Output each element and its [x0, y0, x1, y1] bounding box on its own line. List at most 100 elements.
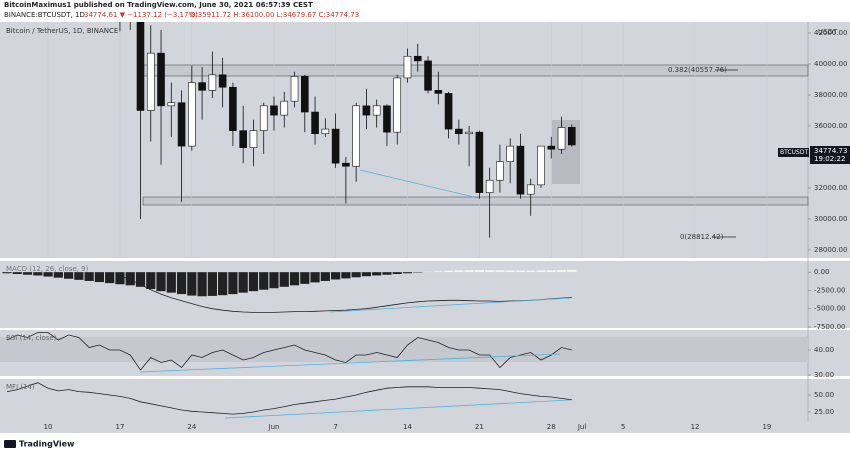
trendline [359, 169, 479, 199]
candle-body [290, 76, 299, 102]
histogram-bar [197, 272, 207, 297]
histogram-bar [43, 272, 53, 277]
author-line: BitcoinMaximus1 published on TradingView… [4, 1, 313, 9]
histogram-bar [300, 272, 310, 284]
y-tick-label: 40000.00 [814, 60, 847, 68]
y-tick-label: 38000.00 [814, 91, 847, 99]
candle-body [455, 128, 463, 135]
candle-body [557, 127, 566, 150]
ohlc: O:35911.72 H:36100.00 L:34679.67 C:34774… [190, 11, 359, 19]
histogram-bar [372, 272, 382, 276]
histogram-bar [279, 272, 289, 287]
histogram-bar [526, 270, 536, 273]
candle-body [537, 145, 545, 186]
histogram-bar [443, 270, 454, 273]
histogram-bar [464, 270, 474, 273]
x-tick-label: 7 [333, 423, 337, 431]
histogram-bar [289, 272, 300, 286]
histogram-bar [63, 272, 74, 279]
y-tick-label: 30000.00 [814, 215, 847, 223]
histogram-bar [176, 272, 187, 295]
trendline [224, 399, 571, 419]
candle-body [198, 82, 206, 91]
candle-body [177, 102, 186, 147]
x-tick-label: Jun [268, 423, 280, 431]
y-tick-label: -7500.00 [814, 323, 845, 331]
histogram-bar [115, 272, 125, 285]
indicator-line [6, 332, 572, 371]
indicator-line [6, 382, 572, 415]
candle-body [331, 128, 340, 164]
candle-body [259, 105, 268, 131]
candle-body [362, 105, 371, 116]
histogram-bar [238, 272, 248, 293]
histogram-bar [485, 270, 495, 273]
histogram-bar [392, 272, 402, 274]
macd-pane [0, 261, 850, 328]
candle-body [485, 179, 494, 193]
histogram-bar [166, 272, 176, 293]
change: 34774.61 ▼ −1137.12 (−3.17%) [84, 11, 198, 19]
x-tick-label: 24 [187, 423, 196, 431]
histogram-bar [351, 272, 361, 278]
trendline [329, 297, 571, 313]
pane-title: RSI (14, close) [6, 334, 57, 342]
y-tick-label: 36000.00 [814, 122, 847, 130]
x-tick-label: 10 [44, 423, 53, 431]
support-zone [142, 196, 809, 206]
candle-body [444, 93, 453, 130]
candle-body [157, 52, 165, 107]
histogram-bar [495, 270, 505, 273]
histogram-bar [218, 272, 228, 296]
candle-body [434, 90, 443, 94]
candle-body [383, 105, 391, 133]
candle-body [496, 161, 504, 181]
histogram-bar [402, 272, 413, 274]
candle-body [526, 184, 535, 195]
x-tick-label: 12 [691, 423, 700, 431]
candle-body [146, 52, 155, 111]
histogram-bar [33, 272, 43, 276]
histogram-bar [259, 272, 269, 290]
histogram-bar [22, 272, 33, 275]
candle-body [568, 127, 576, 146]
candle-body [413, 55, 422, 62]
histogram-bar [320, 272, 330, 281]
histogram-bar [94, 272, 105, 283]
axis-label: USDT [818, 28, 838, 36]
candle-body [229, 86, 237, 131]
pane-title: MFI (14) [6, 383, 35, 391]
candle-body [516, 145, 525, 195]
histogram-bar [105, 272, 115, 284]
time-axis [0, 421, 850, 433]
pane-title: MACD (12, 26, close, 9) [6, 265, 89, 273]
y-tick-label: 25.00 [814, 408, 834, 416]
histogram-bar [567, 269, 577, 273]
histogram-bar [2, 272, 12, 274]
histogram-bar [135, 272, 146, 287]
candle-body [475, 131, 484, 193]
footer-brand: TradingView [19, 440, 75, 449]
main-plot [119, 22, 576, 238]
symbol-tag [778, 148, 809, 157]
histogram-bar [207, 272, 217, 296]
symbol-tag-text: BTCUSDT [780, 149, 808, 156]
y-tick-label: 50.00 [814, 391, 834, 399]
y-tick-label: 40.00 [814, 346, 834, 354]
mfi-pane [0, 379, 850, 421]
candle-body [342, 162, 350, 167]
histogram-bar [156, 272, 166, 292]
x-tick-label: 21 [475, 423, 484, 431]
price-tag [810, 146, 850, 164]
candle-body [403, 55, 412, 79]
x-tick-label: 19 [762, 423, 771, 431]
candle-body [311, 111, 319, 135]
last-price: 34774.73 [814, 147, 847, 155]
histogram-bar [474, 269, 484, 273]
y-tick-label: -5000.00 [814, 305, 845, 313]
candle-body [465, 131, 473, 135]
highlight-box [552, 120, 580, 184]
trendline [139, 353, 561, 373]
